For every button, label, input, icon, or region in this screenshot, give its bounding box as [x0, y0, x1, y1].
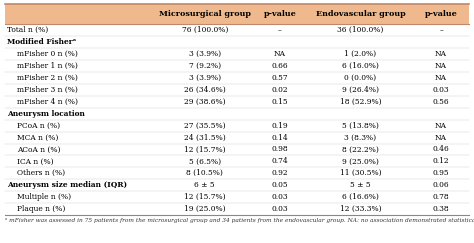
Text: 0.15: 0.15: [272, 98, 288, 106]
Text: 3 (3.9%): 3 (3.9%): [189, 50, 221, 58]
Text: ICA n (%): ICA n (%): [17, 157, 53, 165]
Text: Others n (%): Others n (%): [17, 169, 65, 177]
Text: 0.66: 0.66: [272, 62, 288, 70]
Text: 5 (13.8%): 5 (13.8%): [342, 122, 379, 130]
Text: 0.92: 0.92: [272, 169, 288, 177]
Text: 11 (30.5%): 11 (30.5%): [340, 169, 381, 177]
Text: mFisher 2 n (%): mFisher 2 n (%): [17, 74, 77, 82]
Bar: [5, 4, 469, 24]
Text: NA: NA: [435, 74, 447, 82]
Text: 6 (16.6%): 6 (16.6%): [342, 193, 379, 201]
Text: 0.12: 0.12: [433, 157, 449, 165]
Bar: [5, 191, 469, 203]
Bar: [5, 96, 469, 108]
Text: mFisher 3 n (%): mFisher 3 n (%): [17, 86, 77, 94]
Text: 9 (25.0%): 9 (25.0%): [342, 157, 379, 165]
Text: 1 (2.0%): 1 (2.0%): [345, 50, 376, 58]
Text: 0.56: 0.56: [433, 98, 449, 106]
Bar: [5, 203, 469, 215]
Bar: [5, 72, 469, 84]
Bar: [5, 24, 469, 36]
Bar: [5, 144, 469, 156]
Text: 0.74: 0.74: [272, 157, 288, 165]
Text: 0.02: 0.02: [272, 86, 288, 94]
Text: Aneurysm location: Aneurysm location: [7, 110, 84, 118]
Text: 12 (15.7%): 12 (15.7%): [184, 146, 226, 154]
Text: 24 (31.5%): 24 (31.5%): [184, 134, 226, 142]
Bar: [5, 48, 469, 60]
Text: Aneurysm size median (IQR): Aneurysm size median (IQR): [7, 181, 127, 189]
Text: –: –: [278, 26, 282, 34]
Text: 7 (9.2%): 7 (9.2%): [189, 62, 221, 70]
Text: 0.95: 0.95: [433, 169, 449, 177]
Text: 6 (16.0%): 6 (16.0%): [342, 62, 379, 70]
Text: 0.19: 0.19: [272, 122, 288, 130]
Text: 5 ± 5: 5 ± 5: [350, 181, 371, 189]
Text: p-value: p-value: [264, 10, 296, 18]
Text: 29 (38.6%): 29 (38.6%): [184, 98, 226, 106]
Text: 0.46: 0.46: [433, 146, 449, 154]
Text: mFisher 4 n (%): mFisher 4 n (%): [17, 98, 78, 106]
Text: 8 (22.2%): 8 (22.2%): [342, 146, 379, 154]
Text: 0.03: 0.03: [272, 193, 288, 201]
Bar: [5, 84, 469, 96]
Bar: [5, 132, 469, 144]
Text: 3 (3.9%): 3 (3.9%): [189, 74, 221, 82]
Text: MCA n (%): MCA n (%): [17, 134, 58, 142]
Text: p-value: p-value: [425, 10, 457, 18]
Bar: [5, 179, 469, 191]
Text: Multiple n (%): Multiple n (%): [17, 193, 71, 201]
Text: ᵃ mFisher was assessed in 75 patients from the microsurgical group and 34 patien: ᵃ mFisher was assessed in 75 patients fr…: [5, 218, 474, 223]
Text: 0.78: 0.78: [433, 193, 449, 201]
Text: NA: NA: [435, 50, 447, 58]
Text: 0.57: 0.57: [272, 74, 288, 82]
Bar: [5, 108, 469, 120]
Text: 0.14: 0.14: [272, 134, 288, 142]
Text: 0.98: 0.98: [272, 146, 288, 154]
Text: 0.05: 0.05: [272, 181, 288, 189]
Text: Microsurgical group: Microsurgical group: [159, 10, 251, 18]
Text: 76 (100.0%): 76 (100.0%): [182, 26, 228, 34]
Text: mFisher 0 n (%): mFisher 0 n (%): [17, 50, 77, 58]
Text: NA: NA: [274, 50, 286, 58]
Bar: [5, 36, 469, 48]
Text: Endovascular group: Endovascular group: [316, 10, 405, 18]
Text: 3 (8.3%): 3 (8.3%): [345, 134, 376, 142]
Bar: [5, 167, 469, 179]
Text: 0 (0.0%): 0 (0.0%): [345, 74, 376, 82]
Text: PCoA n (%): PCoA n (%): [17, 122, 60, 130]
Text: NA: NA: [435, 122, 447, 130]
Text: mFisher 1 n (%): mFisher 1 n (%): [17, 62, 77, 70]
Text: Plaque n (%): Plaque n (%): [17, 205, 65, 213]
Bar: [5, 120, 469, 132]
Text: 0.03: 0.03: [433, 86, 449, 94]
Text: NA: NA: [435, 62, 447, 70]
Text: 6 ± 5: 6 ± 5: [194, 181, 215, 189]
Text: 12 (33.3%): 12 (33.3%): [340, 205, 381, 213]
Text: 36 (100.0%): 36 (100.0%): [337, 26, 383, 34]
Text: 9 (26.4%): 9 (26.4%): [342, 86, 379, 94]
Text: 19 (25.0%): 19 (25.0%): [184, 205, 226, 213]
Text: ACoA n (%): ACoA n (%): [17, 146, 60, 154]
Text: 8 (10.5%): 8 (10.5%): [186, 169, 223, 177]
Text: 12 (15.7%): 12 (15.7%): [184, 193, 226, 201]
Text: 27 (35.5%): 27 (35.5%): [184, 122, 226, 130]
Text: 18 (52.9%): 18 (52.9%): [340, 98, 381, 106]
Text: Modified Fisherᵃ: Modified Fisherᵃ: [7, 38, 76, 46]
Bar: [5, 156, 469, 167]
Text: 0.38: 0.38: [433, 205, 449, 213]
Text: 0.03: 0.03: [272, 205, 288, 213]
Bar: [5, 60, 469, 72]
Text: Total n (%): Total n (%): [7, 26, 48, 34]
Text: 26 (34.6%): 26 (34.6%): [184, 86, 226, 94]
Text: NA: NA: [435, 134, 447, 142]
Text: 0.06: 0.06: [433, 181, 449, 189]
Text: 5 (6.5%): 5 (6.5%): [189, 157, 221, 165]
Text: –: –: [439, 26, 443, 34]
